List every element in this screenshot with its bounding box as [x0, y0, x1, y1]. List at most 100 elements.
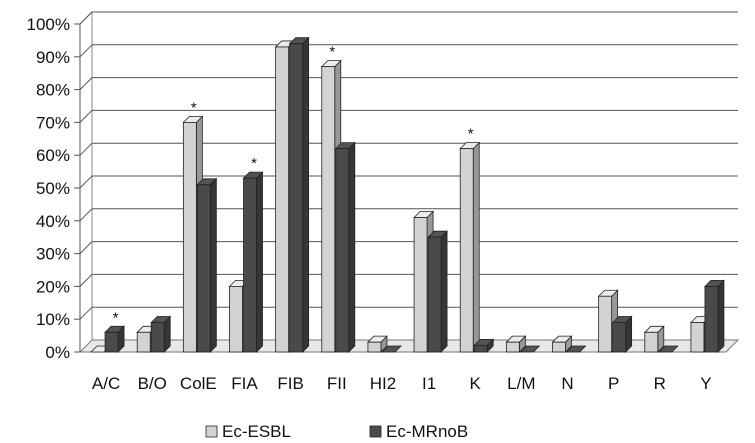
x-tick-label: L/M: [507, 374, 535, 393]
bar-front-face: [243, 177, 257, 353]
bar-Ec-ESBL-K: [459, 141, 481, 353]
legend-swatch-Ec-ESBL: [205, 425, 218, 438]
bar-front-face: [598, 295, 613, 353]
y-tick-label: 70%: [36, 113, 70, 132]
bar-top-face: [519, 345, 541, 353]
x-tick-label: Y: [700, 374, 711, 393]
bar-Ec-MRnoB-I1: [427, 230, 449, 353]
bar-Ec-ESBL-HI2: [366, 335, 388, 353]
x-tick-label: R: [654, 374, 666, 393]
significance-star: *: [191, 99, 197, 116]
gridline-side: [79, 142, 93, 156]
bar-front-face: [367, 341, 382, 353]
y-tick-label: 10%: [36, 310, 70, 329]
bar-front-face: [150, 322, 165, 353]
bar-Ec-MRnoB-A/C: [104, 325, 126, 353]
bar-front-face: [552, 341, 566, 353]
bar-front-face: [473, 345, 488, 353]
y-tick-label: 80%: [36, 81, 70, 100]
bar-front-face: [427, 236, 442, 353]
y-tick-label: 100%: [27, 15, 70, 34]
legend-swatch-Ec-MRnoB: [369, 425, 382, 438]
bar-front-face: [182, 122, 197, 353]
bar-front-face: [704, 285, 719, 353]
bar-front-face: [612, 322, 627, 353]
y-tick-label: 50%: [36, 179, 70, 198]
bar-top-face: [657, 345, 679, 353]
legend: Ec-ESBL Ec-MRnoB: [205, 422, 468, 441]
bar-front-face: [289, 43, 304, 353]
significance-star: *: [329, 44, 335, 61]
bar-Ec-MRnoB-FIA: [242, 171, 264, 353]
x-tick-label: K: [470, 374, 482, 393]
y-tick-label: 0%: [45, 343, 70, 362]
gridline-side: [79, 274, 93, 287]
bar-top-face: [380, 345, 402, 353]
gridline-side: [79, 11, 93, 25]
gridline-side: [79, 110, 93, 123]
x-tick-label: N: [561, 374, 573, 393]
bar-Ec-MRnoB-FIB: [288, 36, 310, 353]
gridline-side: [79, 44, 93, 58]
y-tick-label: 60%: [36, 146, 70, 165]
bar-front-face: [275, 46, 290, 353]
gridline-side: [79, 175, 93, 189]
bar-side-face: [256, 171, 263, 353]
gridlines: [78, 11, 740, 353]
bar-Ec-MRnoB-FII: [334, 141, 356, 353]
bar-Ec-MRnoB-B/O: [150, 315, 172, 353]
x-tick-label: B/O: [138, 374, 167, 393]
x-tick-label: FIB: [277, 374, 303, 393]
bar-side-face: [440, 230, 448, 353]
bar-Ec-MRnoB-Y: [703, 279, 725, 353]
bar-front-face: [459, 148, 474, 353]
bar-side-face: [209, 177, 217, 353]
x-axis: A/C B/O ColE FIA FIB FII HI2 I1 K L/M N P R Y: [92, 374, 712, 393]
y-tick-label: 30%: [36, 245, 70, 264]
x-tick-label: A/C: [92, 374, 120, 393]
bar-front-face: [136, 331, 151, 353]
bar-top-face: [565, 345, 587, 353]
bar-Ec-MRnoB-ColE: [196, 177, 218, 353]
y-axis: 0% 10% 20% 30% 40% 50% 60% 70% 80% 90% 100%: [27, 15, 81, 362]
significance-star: *: [251, 155, 257, 172]
bar-front-face: [505, 341, 520, 353]
x-tick-label: HI2: [370, 374, 396, 393]
x-tick-label: FIA: [231, 374, 258, 393]
bar-front-face: [196, 184, 211, 353]
legend-label-Ec-ESBL: Ec-ESBL: [222, 422, 291, 441]
bar-Ec-MRnoB-R: [657, 345, 679, 353]
x-tick-label: P: [608, 374, 619, 393]
gridline-side: [79, 208, 93, 222]
bar-Ec-ESBL-R: [643, 325, 665, 353]
bar-front-face: [229, 285, 243, 353]
y-tick-label: 20%: [36, 277, 70, 296]
legend-label-Ec-MRnoB: Ec-MRnoB: [386, 422, 468, 441]
bar-side-face: [348, 141, 356, 353]
x-tick-label: FII: [327, 374, 347, 393]
bar-Ec-MRnoB-HI2: [380, 345, 402, 353]
significance-star: *: [113, 309, 119, 326]
y-tick-label: 40%: [36, 212, 70, 231]
bar-front-face: [644, 331, 659, 353]
bar-side-face: [302, 36, 310, 353]
significance-marks: * * * * *: [113, 44, 474, 327]
x-tick-label: I1: [422, 374, 436, 393]
significance-star: *: [468, 126, 474, 143]
y-tick-label: 90%: [36, 48, 70, 67]
bar-Ec-MRnoB-L/M: [519, 345, 541, 353]
bar-front-face: [413, 217, 428, 353]
chart-floor: [78, 339, 740, 353]
bar-Ec-MRnoB-N: [565, 345, 587, 353]
bar-front-face: [335, 148, 350, 353]
gridline-side: [79, 306, 93, 320]
bar-Ec-ESBL-N: [551, 335, 573, 353]
bar-front-face: [690, 322, 705, 353]
bar-Ec-MRnoB-K: [473, 338, 495, 353]
bar-Ec-MRnoB-P: [611, 315, 633, 353]
bars: [90, 36, 725, 353]
x-tick-label: ColE: [180, 374, 217, 393]
bar-side-face: [472, 141, 480, 353]
bar-side-face: [717, 279, 725, 353]
bar-front-face: [321, 66, 336, 353]
